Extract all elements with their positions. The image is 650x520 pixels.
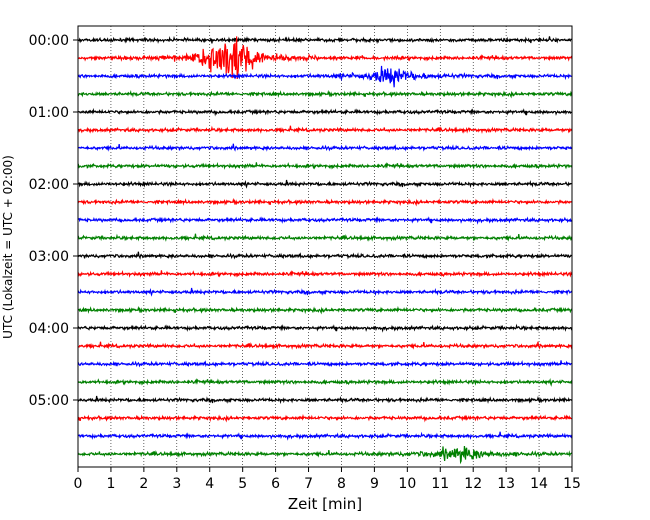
seismic-trace [77, 377, 573, 387]
seismic-trace [77, 216, 573, 225]
y-axis-label: UTC (Lokalzeit = UTC + 02:00) [1, 155, 15, 339]
y-tick-label: 01:00 [29, 105, 69, 121]
seismic-trace [77, 395, 573, 405]
seismic-trace [77, 233, 573, 243]
seismic-trace [77, 107, 573, 117]
seismic-trace [77, 143, 573, 152]
x-tick-label: 2 [139, 476, 148, 492]
seismic-trace [77, 270, 573, 278]
plot-frame [77, 25, 573, 468]
seismic-trace [77, 162, 573, 170]
seismic-trace [77, 179, 573, 189]
x-tick-label: 1 [106, 476, 115, 492]
x-tick-label: 10 [398, 476, 416, 492]
plot-area [78, 26, 572, 467]
x-tick-label: 0 [74, 476, 83, 492]
seismic-trace [77, 341, 573, 350]
x-tick-label: 14 [530, 476, 548, 492]
traces [77, 35, 573, 465]
seismic-trace [77, 125, 573, 134]
seismic-trace [77, 251, 573, 260]
seismic-trace [77, 197, 573, 207]
y-tick-label: 03:00 [29, 249, 69, 265]
seismic-trace [77, 445, 573, 465]
x-axis-label: Zeit [min] [288, 495, 362, 513]
x-tick-label: 3 [172, 476, 181, 492]
seismic-trace [77, 65, 573, 88]
seismic-trace [77, 323, 573, 333]
seismic-trace [77, 89, 573, 99]
y-tick-label: 02:00 [29, 177, 69, 193]
seismic-trace [77, 360, 573, 368]
seismic-trace [77, 413, 573, 423]
y-axis-ticks: 00:00 01:00 02:00 03:00 04:00 05:00 [29, 33, 78, 409]
x-tick-label: 5 [238, 476, 247, 492]
x-tick-label: 12 [464, 476, 482, 492]
x-tick-label: 4 [205, 476, 214, 492]
x-tick-label: 11 [431, 476, 449, 492]
x-tick-label: 6 [271, 476, 280, 492]
y-tick-label: 00:00 [29, 33, 69, 49]
seismic-trace [77, 305, 573, 315]
x-tick-label: 8 [337, 476, 346, 492]
seismic-trace [77, 431, 573, 441]
seismic-trace [77, 287, 573, 297]
x-tick-label: 9 [370, 476, 379, 492]
seismic-trace [77, 35, 573, 45]
y-tick-label: 05:00 [29, 393, 69, 409]
x-tick-label: 13 [497, 476, 515, 492]
y-tick-label: 04:00 [29, 321, 69, 337]
x-axis-ticks: 0 1 2 3 4 5 6 7 8 9 10 11 12 13 14 15 [74, 467, 581, 492]
x-tick-label: 15 [563, 476, 581, 492]
x-tick-label: 7 [304, 476, 313, 492]
seismic-trace [77, 36, 573, 80]
